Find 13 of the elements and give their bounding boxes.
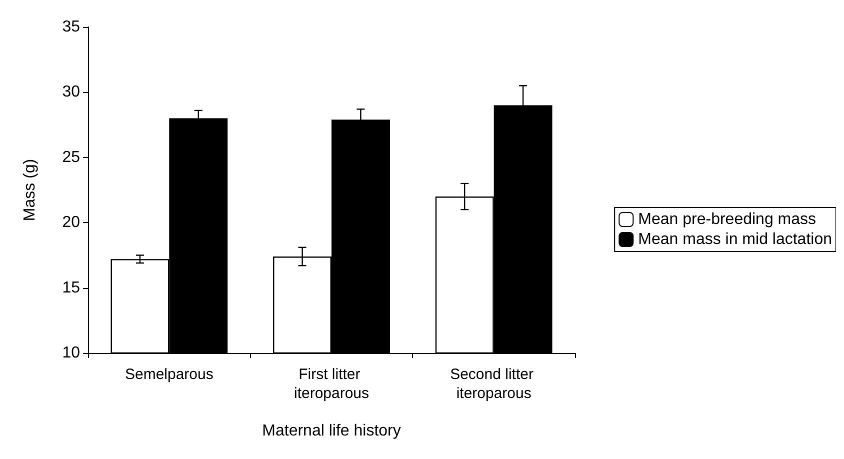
- x-tick-label: Second litter iteroparous: [450, 366, 538, 402]
- y-tick-label: 35: [62, 18, 80, 36]
- y-tick-label: 30: [62, 84, 80, 101]
- y-tick-label: 10: [62, 344, 80, 362]
- y-tick-label: 25: [62, 148, 80, 166]
- legend-label: Mean pre-breeding mass: [638, 211, 816, 228]
- x-tick-label: Semelparous: [124, 366, 214, 383]
- x-axis-title: Maternal life history: [262, 422, 401, 440]
- legend-label: Mean mass in mid lactation: [638, 231, 832, 248]
- y-tick-label: 20: [62, 214, 80, 232]
- y-axis-title: Mass (g): [22, 158, 38, 222]
- x-tick-label: First litter iteroparous: [294, 366, 370, 402]
- y-tick-label: 15: [62, 279, 80, 296]
